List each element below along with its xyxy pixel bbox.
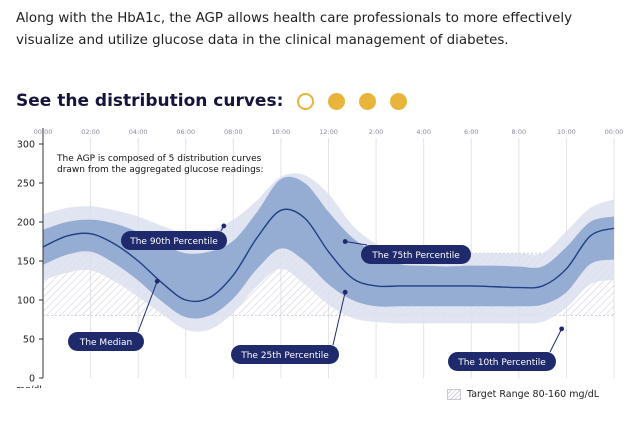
y-tick-label: 300	[17, 140, 35, 151]
callout-pill	[68, 332, 144, 351]
x-tick-label: 08:00	[224, 128, 243, 136]
band-25-75	[43, 176, 614, 319]
callout-label: The 10th Percentile	[457, 358, 546, 368]
x-tick-label: 10:00	[557, 128, 576, 136]
x-tick-label: 6:00	[464, 128, 479, 136]
callout-leader	[332, 292, 346, 346]
callout-dot	[342, 289, 348, 295]
y-tick-label: 50	[23, 335, 35, 346]
callout-leader	[137, 281, 158, 333]
callout-dot	[342, 239, 348, 244]
y-tick-label: 200	[17, 218, 35, 229]
step-dot-4[interactable]	[390, 92, 408, 110]
agp-chart: 00:0002:0004:0006:0008:0010:0012:002:004…	[16, 128, 624, 388]
y-axis-label: mg/dL	[16, 385, 44, 388]
y-tick-label: 150	[17, 257, 35, 268]
callout-pill	[231, 345, 339, 364]
step-dot-3[interactable]	[359, 92, 377, 110]
callout-pill	[448, 352, 556, 371]
x-tick-label: 2:00	[369, 128, 384, 136]
callout-pill	[361, 245, 471, 264]
target-range-label: Target Range 80-160 mg/dL	[467, 389, 600, 400]
x-tick-label: 12:00	[319, 128, 338, 136]
callout-label: The 75th Percentile	[371, 251, 460, 261]
y-tick-label: 0	[29, 374, 35, 385]
x-tick-label: 06:00	[176, 128, 195, 136]
chart-note: The AGP is composed of 5 distribution cu…	[57, 154, 264, 175]
x-tick-label: 04:00	[129, 128, 148, 136]
x-tick-label: 8:00	[512, 128, 527, 136]
step-dot-1[interactable]	[297, 92, 315, 110]
median-line	[42, 208, 615, 303]
callout-dot	[221, 223, 227, 229]
target-range-legend: Target Range 80-160 mg/dL	[447, 389, 599, 400]
section-heading: See the distribution curves:	[16, 91, 284, 111]
intro-paragraph: Along with the HbA1c, the AGP allows hea…	[16, 11, 572, 48]
callout-leader	[345, 241, 368, 246]
x-tick-label: 10:00	[272, 128, 291, 136]
distribution-curves-heading-row: See the distribution curves:	[16, 88, 421, 114]
hatch-swatch	[447, 389, 461, 400]
callout-label: The Median	[79, 338, 132, 348]
y-tick-label: 250	[17, 179, 35, 190]
callout-leader	[549, 328, 563, 353]
callout-pill	[121, 231, 227, 250]
x-tick-label: 02:00	[81, 128, 100, 136]
callout-dot	[154, 278, 160, 284]
y-tick-label: 100	[17, 296, 35, 307]
x-tick-label: 4:00	[416, 128, 431, 136]
step-dot-2[interactable]	[328, 92, 346, 110]
callout-label: The 25th Percentile	[240, 351, 329, 361]
callout-dot	[559, 326, 565, 332]
callout-label: The 90th Percentile	[129, 237, 218, 247]
x-tick-label: 00:00	[605, 128, 624, 136]
